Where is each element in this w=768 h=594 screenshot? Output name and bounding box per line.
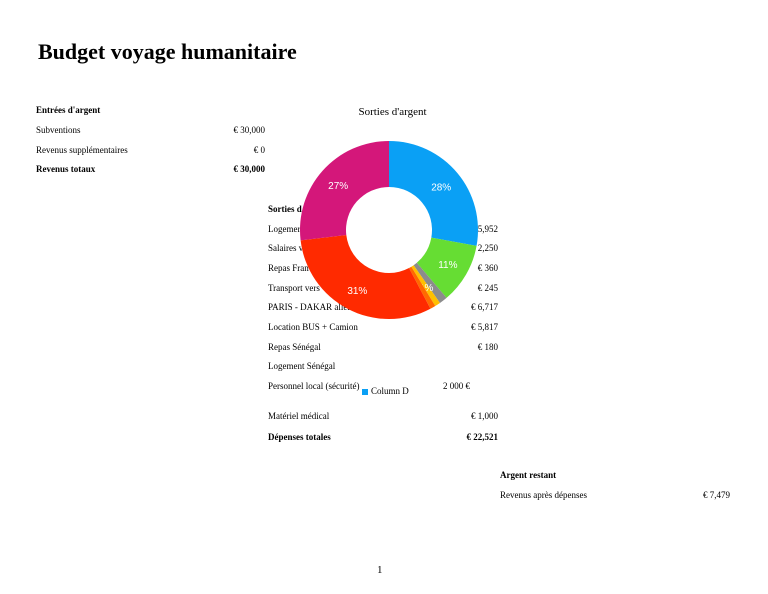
income-total-label: Revenus totaux: [36, 164, 96, 174]
chart-legend: Column D: [362, 386, 409, 396]
income-value-subsidies: € 30,000: [233, 125, 266, 135]
expense-label-meals-senegal: Repas Sénégal: [268, 342, 321, 352]
donut-slice-5: [300, 235, 431, 319]
page-title: Budget voyage humanitaire: [38, 39, 297, 64]
income-label-subsidies: Subventions: [36, 125, 81, 135]
donut-label-3: 1%: [419, 283, 434, 294]
donut-label-5: 31%: [347, 286, 367, 297]
expense-label-flight: PARIS - DAKAR aller: [268, 302, 351, 312]
expense-label-salaries: Salaires v: [268, 243, 304, 253]
expense-value-local-staff: 2 000 €: [443, 381, 470, 391]
expenses-total-value: € 22,521: [466, 432, 499, 442]
donut-label-1: 11%: [438, 260, 457, 271]
expense-label-transport: Transport vers: [268, 283, 320, 293]
expense-value-flight: € 6,717: [471, 302, 498, 312]
expense-label-lodging-senegal: Logement Sénégal: [268, 361, 336, 371]
income-value-additional: € 0: [253, 145, 265, 155]
remaining-heading: Argent restant: [500, 470, 557, 480]
income-label-additional: Revenus supplémentaires: [36, 145, 128, 155]
expense-label-meals-france: Repas Fran: [268, 263, 309, 273]
expense-value-transport: € 245: [477, 283, 498, 293]
expenses-total-label: Dépenses totales: [268, 432, 331, 442]
legend-entry: Column D: [371, 386, 409, 396]
donut-chart: 28% 11% 1% 31% 27%: [300, 141, 478, 319]
expense-value-lodging: 5,952: [477, 224, 498, 234]
income-total-value: € 30,000: [233, 164, 266, 174]
expenses-heading: Sorties d: [268, 204, 302, 214]
expense-label-lodging: Logemer: [268, 224, 301, 234]
page-number: 1: [377, 564, 383, 576]
expense-value-salaries: 2,250: [477, 243, 498, 253]
donut-label-0: 28%: [431, 182, 451, 193]
chart-title: Sorties d'argent: [358, 106, 427, 118]
donut-slice-0: [389, 141, 478, 246]
donut-slice-2: [413, 262, 447, 303]
donut-slice-1: [416, 237, 477, 298]
expense-value-meals-senegal: € 180: [477, 342, 498, 352]
expense-value-medical: € 1,000: [471, 411, 498, 421]
donut-slice-4: [409, 266, 436, 309]
expense-value-meals-france: € 360: [477, 263, 498, 273]
remaining-value: € 7,479: [703, 490, 730, 500]
legend-swatch: [362, 388, 368, 395]
remaining-label: Revenus après dépenses: [500, 490, 587, 500]
income-heading: Entrées d'argent: [36, 105, 101, 115]
expense-label-local-staff: Personnel local (sécurité): [268, 381, 360, 391]
donut-slice-6: [300, 141, 389, 241]
expense-value-bus-rental: € 5,817: [471, 322, 498, 332]
donut-label-6: 27%: [328, 181, 348, 192]
expense-label-medical: Matériel médical: [268, 411, 330, 421]
expense-label-bus-rental: Location BUS + Camion: [268, 322, 358, 332]
donut-slice-3: [411, 265, 440, 307]
